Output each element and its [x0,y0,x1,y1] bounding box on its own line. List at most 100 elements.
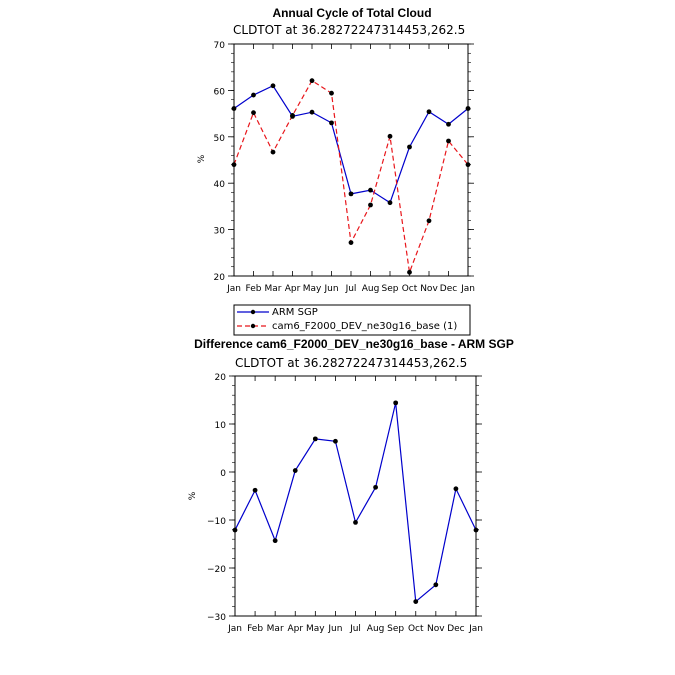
x-tick-label: Jun [327,624,342,634]
series-0-point [387,200,393,206]
y-tick-label: 60 [214,87,226,97]
x-tick-label: May [306,624,325,634]
series-0-point [309,109,315,115]
series-line-0 [234,402,477,603]
x-tick-label: Jan [468,624,483,634]
x-tick-label: Sep [382,284,399,294]
series-0-point [373,484,378,490]
x-tick-label: Jan [227,624,242,634]
series-0-point [333,438,338,444]
x-tick-label: Feb [247,624,263,634]
legend-label-arm: ARM SGP [272,307,318,318]
legend: ARM SGP cam6_F2000_DEV_ne30g16_base (1) [233,304,471,336]
legend-marker-arm [250,309,256,315]
series-1-point [348,240,354,245]
series-0-point [368,187,373,193]
series-0-point [446,121,451,127]
x-tick-label: Aug [367,624,385,634]
chart2-ylabel: % [188,491,198,500]
y-tick-label: 10 [215,421,227,431]
chart2-x-tick-labels: Jan Feb Mar Apr May Jun Jul Aug Sep Oct Nov Dec Jan [227,624,483,634]
x-tick-label: Dec [447,624,464,634]
series-1-point [309,78,315,84]
series-1-point [368,202,373,208]
series-0-point [465,106,471,111]
y-tick-label: −30 [207,613,226,623]
series-0-point [353,520,358,525]
x-tick-label: Jan [226,284,241,294]
series-0-point [232,527,238,533]
series-1-point [329,90,334,96]
chart2-subtitle: CLDTOT at 36.28272247314453,262.5 [235,356,467,370]
chart2-y-tick-labels: −30 −20 −10 0 10 20 [207,373,226,623]
series-1-point [407,269,412,275]
series-1-point [465,162,471,168]
x-tick-label: Aug [362,284,380,294]
x-tick-label: Mar [265,284,282,294]
x-tick-label: Oct [408,624,424,634]
chart2-frame [234,375,477,617]
chart1-ticks [228,43,474,277]
y-tick-label: 30 [214,227,226,237]
series-0-point [426,109,432,115]
series-0-point [407,144,412,150]
annual-cycle-chart: Annual Cycle of Total Cloud CLDTOT at 36… [197,6,475,294]
series-0-point [348,191,354,197]
chart2-ticks [229,375,482,617]
x-tick-label: Feb [246,284,262,294]
series-1-point [426,218,432,224]
chart1-series-group [231,78,471,275]
series-0-point [473,527,479,533]
chart1-x-tick-labels: Jan Feb Mar Apr May Jun Jul Aug Sep Oct Nov Dec Jan [226,284,475,294]
y-tick-label: 40 [214,180,226,190]
chart2-title: Difference cam6_F2000_DEV_ne30g16_base -… [194,337,514,351]
x-tick-label: Sep [387,624,404,634]
y-tick-label: −20 [207,565,226,575]
chart1-y-tick-labels: 20 30 40 50 60 70 [214,41,226,283]
chart2-series-group [232,400,479,604]
x-tick-label: Dec [440,284,457,294]
series-0-point [270,83,276,89]
legend-marker-cam6 [250,323,256,329]
x-tick-label: May [303,284,322,294]
series-1-point [290,113,295,118]
x-tick-label: Jul [349,624,361,634]
series-0-point [272,538,278,544]
y-tick-label: 50 [214,134,226,144]
series-0-point [453,486,459,492]
legend-box [233,304,471,336]
series-0-point [292,468,298,473]
series-1-point [231,162,237,168]
series-1-point [446,138,451,144]
y-tick-label: −10 [207,517,226,527]
series-0-point [393,400,399,406]
x-tick-label: Mar [267,624,284,634]
x-tick-label: Apr [287,624,303,634]
series-0-point [329,120,334,126]
series-0-point [251,92,256,98]
chart1-subtitle: CLDTOT at 36.28272247314453,262.5 [233,23,465,37]
y-tick-label: 70 [214,41,226,51]
series-0-point [413,599,419,604]
series-0-point [252,487,258,493]
series-0-point [231,106,237,111]
series-0-point [312,436,318,442]
x-tick-label: Jan [460,284,475,294]
difference-chart: Difference cam6_F2000_DEV_ne30g16_base -… [188,337,514,634]
x-tick-label: Jun [323,284,338,294]
x-tick-label: Jul [345,284,357,294]
x-tick-label: Oct [402,284,418,294]
series-1-point [387,133,393,139]
legend-label-cam6: cam6_F2000_DEV_ne30g16_base (1) [272,321,457,332]
x-tick-label: Apr [285,284,301,294]
series-1-point [270,149,276,155]
y-tick-label: 0 [220,469,226,479]
x-tick-label: Nov [427,624,445,634]
y-tick-label: 20 [214,273,226,283]
chart1-title: Annual Cycle of Total Cloud [272,6,431,20]
series-1-point [251,110,256,116]
y-tick-label: 20 [215,373,227,383]
x-tick-label: Nov [420,284,438,294]
series-0-point [433,582,439,588]
